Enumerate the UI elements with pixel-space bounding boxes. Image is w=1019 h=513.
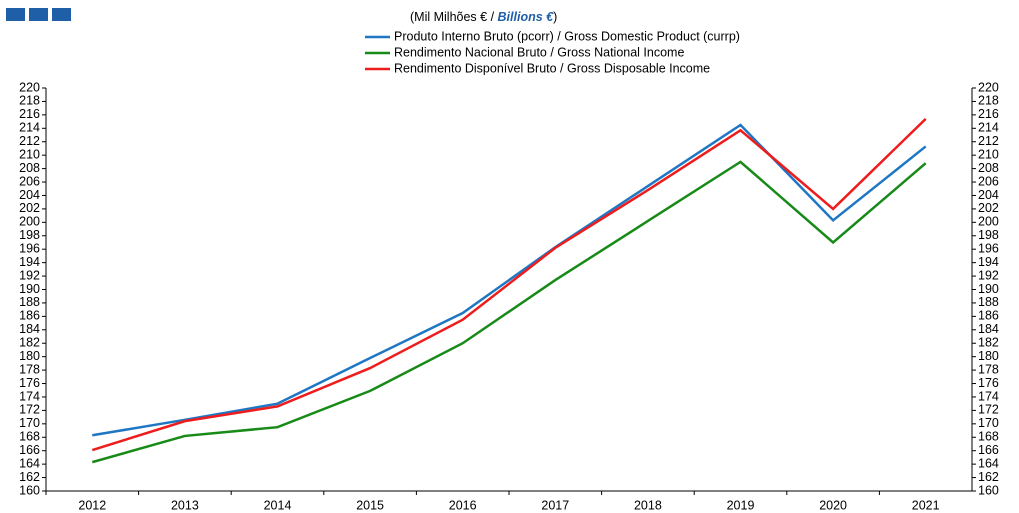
legend-label: Produto Interno Bruto (pcorr) / Gross Do… (394, 29, 740, 43)
y-tick-label: 192 (19, 268, 40, 282)
title-en: Billions € (498, 10, 555, 24)
y-tick-label: 198 (19, 228, 40, 242)
y-tick-label: 220 (19, 80, 40, 94)
series-line (91, 118, 927, 452)
y-tick-label: 170 (19, 416, 40, 430)
y-tick-label-right: 212 (978, 134, 999, 148)
y-tick-label-right: 192 (978, 268, 999, 282)
y-tick-label-right: 170 (978, 416, 999, 430)
y-tick-label: 212 (19, 134, 40, 148)
y-tick-label-right: 186 (978, 309, 999, 323)
y-tick-label-right: 220 (978, 80, 999, 94)
y-tick-label-right: 180 (978, 349, 999, 363)
y-tick-label-right: 178 (978, 362, 999, 376)
series-line (91, 160, 927, 464)
y-tick-label: 202 (19, 201, 40, 215)
y-tick-label-right: 202 (978, 201, 999, 215)
y-tick-label: 186 (19, 309, 40, 323)
legend-label: Rendimento Disponível Bruto / Gross Disp… (394, 61, 710, 75)
y-tick-label: 200 (19, 215, 40, 229)
y-tick-label-right: 182 (978, 336, 999, 350)
title-end: ) (553, 10, 557, 24)
x-tick-label: 2015 (356, 498, 384, 512)
y-tick-label: 194 (19, 255, 40, 269)
y-tick-label-right: 168 (978, 430, 999, 444)
y-tick-label-right: 200 (978, 215, 999, 229)
y-tick-label-right: 172 (978, 403, 999, 417)
y-tick-label-right: 166 (978, 443, 999, 457)
y-tick-label: 166 (19, 443, 40, 457)
logo-block (52, 8, 71, 21)
y-tick-label: 172 (19, 403, 40, 417)
y-tick-label-right: 214 (978, 121, 999, 135)
x-tick-label: 2021 (912, 498, 940, 512)
x-tick-label: 2017 (541, 498, 569, 512)
y-tick-label-right: 184 (978, 322, 999, 336)
x-tick-label: 2018 (634, 498, 662, 512)
y-tick-label: 190 (19, 282, 40, 296)
y-tick-label-right: 196 (978, 241, 999, 255)
y-tick-label-right: 206 (978, 174, 999, 188)
y-tick-label: 162 (19, 470, 40, 484)
y-tick-label: 178 (19, 362, 40, 376)
x-tick-label: 2013 (171, 498, 199, 512)
y-tick-label-right: 216 (978, 107, 999, 121)
y-tick-label: 184 (19, 322, 40, 336)
y-tick-label: 180 (19, 349, 40, 363)
y-tick-label-right: 204 (978, 188, 999, 202)
y-tick-label-right: 176 (978, 376, 999, 390)
y-tick-label-right: 210 (978, 147, 999, 161)
y-tick-label: 160 (19, 483, 40, 497)
y-tick-label-right: 174 (978, 389, 999, 403)
legend-label: Rendimento Nacional Bruto / Gross Nation… (394, 45, 684, 59)
y-tick-label: 174 (19, 389, 40, 403)
y-tick-label: 164 (19, 456, 40, 470)
x-tick-label: 2014 (264, 498, 292, 512)
y-tick-label: 208 (19, 161, 40, 175)
y-tick-label: 204 (19, 188, 40, 202)
y-tick-label: 216 (19, 107, 40, 121)
x-tick-label: 2019 (727, 498, 755, 512)
y-tick-label-right: 190 (978, 282, 999, 296)
y-tick-label: 182 (19, 336, 40, 350)
y-tick-label: 188 (19, 295, 40, 309)
y-tick-label-right: 208 (978, 161, 999, 175)
y-tick-label: 218 (19, 94, 40, 108)
y-tick-label: 168 (19, 430, 40, 444)
y-tick-label: 214 (19, 121, 40, 135)
y-tick-label-right: 164 (978, 456, 999, 470)
y-tick-label-right: 194 (978, 255, 999, 269)
y-tick-label: 210 (19, 147, 40, 161)
x-tick-label: 2020 (819, 498, 847, 512)
x-tick-label: 2016 (449, 498, 477, 512)
title-pt: (Mil Milhões € / (410, 10, 498, 24)
x-tick-label: 2012 (78, 498, 106, 512)
logo-block (29, 8, 48, 21)
logo-block (6, 8, 25, 21)
y-tick-label: 206 (19, 174, 40, 188)
y-tick-label-right: 188 (978, 295, 999, 309)
y-tick-label-right: 160 (978, 483, 999, 497)
y-tick-label-right: 218 (978, 94, 999, 108)
y-tick-label: 176 (19, 376, 40, 390)
chart-title: (Mil Milhões € / Billions €) (410, 10, 557, 24)
y-tick-label-right: 162 (978, 470, 999, 484)
series-line (92, 123, 927, 437)
y-tick-label: 196 (19, 241, 40, 255)
y-tick-label-right: 198 (978, 228, 999, 242)
